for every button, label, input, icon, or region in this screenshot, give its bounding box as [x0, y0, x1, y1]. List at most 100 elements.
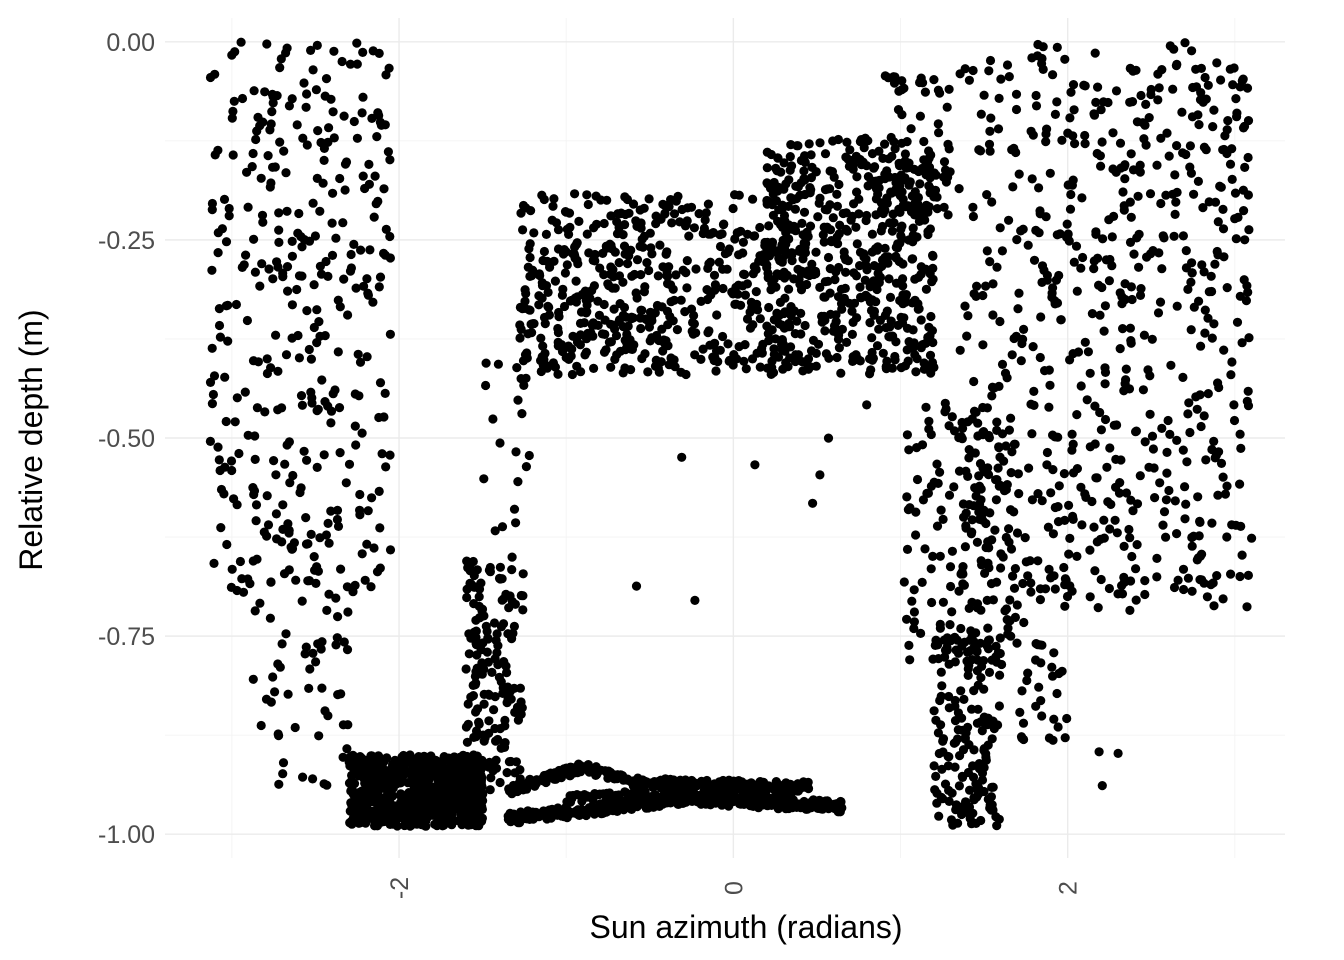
- data-point: [1140, 437, 1150, 447]
- data-point: [1062, 219, 1072, 229]
- data-point: [639, 231, 650, 241]
- data-point: [419, 764, 430, 775]
- data-point: [306, 529, 316, 540]
- data-point: [502, 698, 512, 708]
- data-point: [352, 133, 362, 143]
- data-point: [985, 126, 995, 136]
- data-point: [1062, 591, 1073, 602]
- data-point: [681, 268, 691, 278]
- data-point: [249, 86, 259, 96]
- data-point: [764, 302, 774, 313]
- data-point: [915, 77, 925, 88]
- data-point: [463, 699, 473, 709]
- data-point: [632, 221, 642, 231]
- data-point: [648, 783, 658, 793]
- data-point: [470, 680, 480, 690]
- data-point: [374, 486, 384, 496]
- data-point: [1230, 214, 1240, 224]
- data-point: [1026, 587, 1036, 597]
- data-point: [705, 229, 716, 239]
- data-point: [274, 237, 284, 247]
- data-point: [518, 569, 528, 579]
- data-point: [727, 778, 737, 788]
- data-point: [1201, 94, 1211, 104]
- data-point: [1159, 233, 1169, 243]
- data-point: [1095, 407, 1105, 418]
- data-point: [1135, 160, 1145, 170]
- data-point: [1080, 130, 1090, 141]
- data-point: [971, 291, 981, 301]
- data-point: [1185, 427, 1195, 438]
- data-point: [485, 785, 495, 795]
- data-point: [1006, 544, 1017, 554]
- data-point: [666, 297, 676, 307]
- data-point: [938, 736, 948, 746]
- data-point: [923, 229, 933, 240]
- data-point: [1169, 231, 1179, 241]
- data-point: [887, 151, 897, 161]
- data-point: [255, 281, 265, 291]
- data-point: [813, 212, 823, 222]
- data-point: [525, 252, 535, 263]
- data-point: [1194, 531, 1204, 541]
- data-point: [986, 579, 997, 589]
- data-point: [213, 248, 223, 258]
- data-point: [676, 295, 686, 305]
- data-point: [783, 201, 794, 211]
- data-point: [755, 314, 765, 324]
- data-point: [565, 762, 575, 772]
- data-point: [811, 348, 821, 358]
- data-point: [568, 331, 578, 341]
- data-point: [1220, 489, 1230, 499]
- data-point: [445, 771, 455, 781]
- data-point: [909, 585, 919, 595]
- data-point: [1209, 319, 1219, 329]
- data-point: [828, 326, 839, 336]
- data-point: [268, 672, 278, 682]
- data-point: [917, 440, 928, 450]
- data-point: [515, 320, 525, 330]
- data-point: [640, 793, 650, 804]
- data-point: [1010, 564, 1021, 574]
- data-point: [221, 416, 231, 427]
- data-point: [481, 358, 491, 368]
- data-point: [590, 789, 600, 799]
- data-point: [964, 453, 974, 463]
- data-point: [1104, 276, 1114, 286]
- data-point: [924, 416, 934, 426]
- data-point: [304, 344, 314, 355]
- data-point: [1029, 255, 1040, 265]
- data-point: [981, 281, 991, 291]
- data-point: [592, 219, 602, 229]
- data-point: [319, 450, 329, 460]
- data-point: [940, 645, 951, 655]
- data-point: [932, 521, 943, 531]
- data-point: [909, 623, 919, 634]
- data-point: [490, 723, 500, 734]
- data-point: [1178, 231, 1188, 241]
- data-point: [303, 539, 313, 549]
- data-point: [1004, 215, 1014, 225]
- data-point: [992, 425, 1002, 435]
- data-point: [495, 777, 505, 788]
- data-point: [959, 580, 970, 590]
- data-point: [879, 206, 889, 216]
- data-point: [1006, 631, 1016, 641]
- data-point: [333, 612, 343, 622]
- data-point: [274, 779, 284, 789]
- data-point: [238, 587, 249, 597]
- data-point: [571, 276, 581, 286]
- data-point: [825, 288, 835, 298]
- data-point: [1186, 325, 1196, 335]
- data-point: [487, 667, 497, 678]
- data-point: [1162, 128, 1172, 138]
- data-point: [999, 456, 1009, 466]
- data-point: [522, 348, 532, 358]
- data-point: [676, 777, 686, 787]
- data-point: [1096, 161, 1106, 171]
- data-point: [363, 288, 373, 298]
- data-point: [612, 774, 622, 784]
- data-point: [800, 157, 810, 167]
- data-point: [1031, 655, 1041, 665]
- data-point: [800, 320, 810, 331]
